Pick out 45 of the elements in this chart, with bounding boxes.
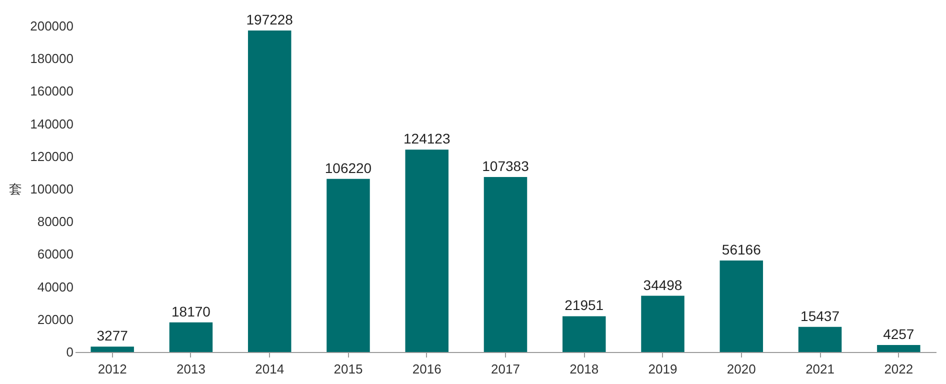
y-tick-label: 0 xyxy=(66,344,74,360)
x-tick-label: 2014 xyxy=(255,362,284,376)
data-label: 56166 xyxy=(722,241,762,258)
data-label: 15437 xyxy=(800,308,840,324)
bar xyxy=(877,345,920,352)
x-tick-label: 2016 xyxy=(412,362,442,376)
data-label: 21951 xyxy=(564,297,604,314)
data-label: 3277 xyxy=(96,328,128,344)
data-label: 18170 xyxy=(172,303,211,320)
y-tick-label: 200000 xyxy=(30,18,74,34)
y-tick-label: 140000 xyxy=(30,116,74,132)
y-tick-label: 120000 xyxy=(30,148,74,164)
data-label: 4257 xyxy=(883,326,914,342)
bar xyxy=(326,178,370,352)
bar xyxy=(248,30,292,352)
bar xyxy=(405,150,448,352)
y-tick-label: 180000 xyxy=(30,51,74,66)
y-tick-label: 160000 xyxy=(30,84,74,99)
y-axis-title: 套 xyxy=(9,182,22,196)
bar xyxy=(798,326,842,352)
data-label: 124123 xyxy=(404,130,450,147)
bar xyxy=(641,296,684,352)
x-tick-label: 2013 xyxy=(176,362,206,376)
x-tick-label: 2022 xyxy=(884,362,914,376)
data-label: 197228 xyxy=(246,12,294,28)
x-tick-label: 2015 xyxy=(334,362,363,376)
bar xyxy=(720,260,764,352)
x-tick-label: 2018 xyxy=(570,362,599,376)
y-tick-label: 100000 xyxy=(30,182,74,196)
y-tick-label: 80000 xyxy=(37,214,74,230)
x-tick-label: 2020 xyxy=(726,362,756,376)
x-tick-label: 2012 xyxy=(98,362,127,376)
bar xyxy=(562,316,606,352)
y-tick-label: 60000 xyxy=(37,246,74,262)
data-label: 107383 xyxy=(482,158,530,174)
data-label: 106220 xyxy=(324,160,372,176)
bar xyxy=(169,322,213,352)
data-label: 34498 xyxy=(643,276,682,293)
x-tick-label: 2021 xyxy=(806,362,834,376)
bar xyxy=(90,346,134,352)
bar xyxy=(484,176,528,352)
y-tick-label: 40000 xyxy=(37,279,74,294)
y-tick-label: 20000 xyxy=(37,312,74,327)
x-tick-label: 2019 xyxy=(648,362,678,376)
x-tick-label: 2017 xyxy=(491,362,520,376)
